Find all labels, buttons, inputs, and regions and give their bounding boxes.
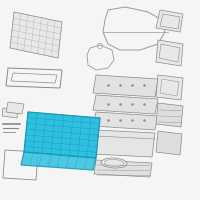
Polygon shape [156, 40, 183, 66]
Polygon shape [10, 12, 62, 58]
Polygon shape [21, 152, 96, 170]
Polygon shape [93, 130, 155, 157]
Polygon shape [156, 10, 183, 32]
Polygon shape [93, 75, 158, 97]
Polygon shape [156, 131, 182, 155]
Polygon shape [93, 95, 158, 114]
Polygon shape [24, 112, 100, 158]
Polygon shape [94, 160, 152, 177]
Polygon shape [93, 112, 158, 130]
Polygon shape [6, 102, 24, 114]
Ellipse shape [101, 158, 127, 168]
Polygon shape [156, 75, 183, 100]
Polygon shape [156, 103, 183, 127]
Polygon shape [2, 108, 18, 118]
